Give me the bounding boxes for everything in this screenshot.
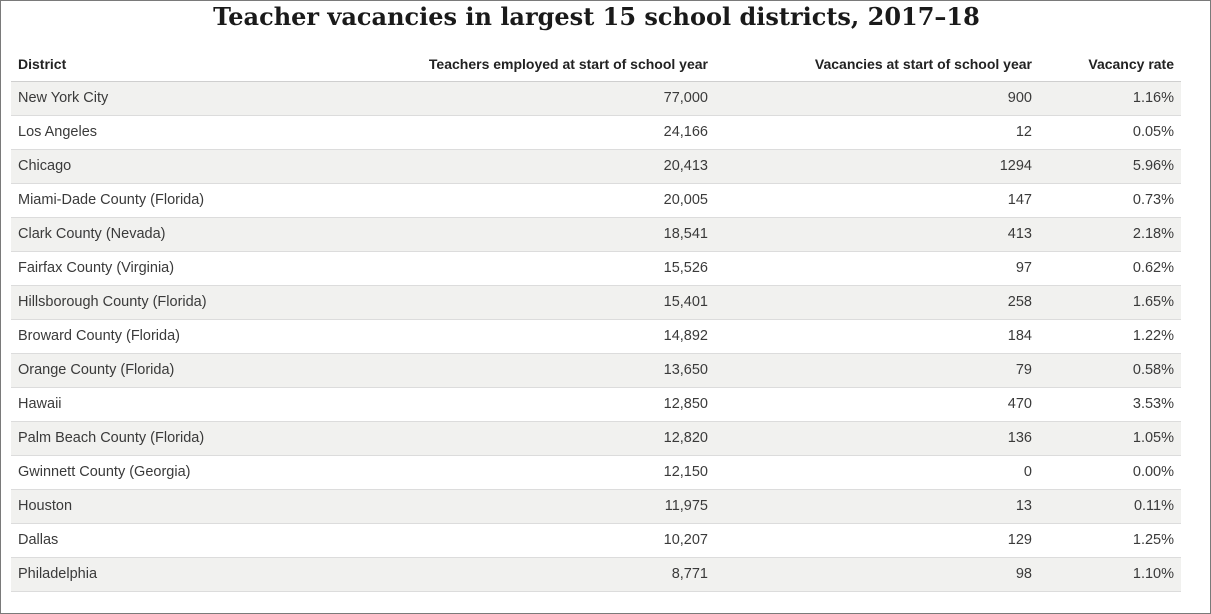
teachers-employed-cell: 24,166 xyxy=(283,115,715,150)
vacancies-cell: 97 xyxy=(715,251,1039,286)
district-cell: Hawaii xyxy=(11,387,283,422)
table-row: Dallas 10,207 129 1.25% xyxy=(11,523,1181,558)
table-row: Broward County (Florida) 14,892 184 1.22% xyxy=(11,319,1181,354)
table-row: Houston 11,975 13 0.11% xyxy=(11,489,1181,524)
district-cell: Miami-Dade County (Florida) xyxy=(11,183,283,218)
vacancies-cell: 12 xyxy=(715,115,1039,150)
district-cell: Clark County (Nevada) xyxy=(11,217,283,252)
vacancies-cell: 79 xyxy=(715,353,1039,388)
column-header-district: District xyxy=(11,47,283,82)
district-cell: Philadelphia xyxy=(11,557,283,592)
teachers-employed-cell: 12,150 xyxy=(283,455,715,490)
district-cell: Hillsborough County (Florida) xyxy=(11,285,283,320)
table-row: Miami-Dade County (Florida) 20,005 147 0.73… xyxy=(11,183,1181,218)
teachers-employed-cell: 20,005 xyxy=(283,183,715,218)
teachers-employed-cell: 77,000 xyxy=(283,81,715,116)
vacancies-cell: 0 xyxy=(715,455,1039,490)
vacancy-rate-cell: 5.96% xyxy=(1039,149,1181,184)
vacancy-rate-cell: 1.65% xyxy=(1039,285,1181,320)
vacancy-rate-cell: 2.18% xyxy=(1039,217,1181,252)
vacancy-rate-cell: 0.11% xyxy=(1039,489,1181,524)
table-row: Hawaii 12,850 470 3.53% xyxy=(11,387,1181,422)
table-header: District Teachers employed at start of s… xyxy=(11,47,1181,82)
table-row: Palm Beach County (Florida) 12,820 136 1.05… xyxy=(11,421,1181,456)
table-row: Orange County (Florida) 13,650 79 0.58% xyxy=(11,353,1181,388)
district-cell: Orange County (Florida) xyxy=(11,353,283,388)
chart-title: Teacher vacancies in largest 15 school d… xyxy=(213,2,980,31)
vacancy-rate-cell: 1.22% xyxy=(1039,319,1181,354)
header-row: District Teachers employed at start of s… xyxy=(11,47,1181,82)
teachers-employed-cell: 12,850 xyxy=(283,387,715,422)
table-row: Hillsborough County (Florida) 15,401 258 1.… xyxy=(11,285,1181,320)
district-cell: Broward County (Florida) xyxy=(11,319,283,354)
district-cell: Chicago xyxy=(11,149,283,184)
district-cell: New York City xyxy=(11,81,283,116)
vacancies-cell: 184 xyxy=(715,319,1039,354)
table-body: New York City 77,000 900 1.16% Los Angeles 24… xyxy=(11,81,1181,592)
teachers-employed-cell: 12,820 xyxy=(283,421,715,456)
teachers-employed-cell: 10,207 xyxy=(283,523,715,558)
table-row: Clark County (Nevada) 18,541 413 2.18% xyxy=(11,217,1181,252)
vacancy-rate-cell: 1.25% xyxy=(1039,523,1181,558)
vacancies-cell: 98 xyxy=(715,557,1039,592)
vacancies-cell: 413 xyxy=(715,217,1039,252)
vacancy-rate-cell: 3.53% xyxy=(1039,387,1181,422)
column-header-vacancies: Vacancies at start of school year xyxy=(715,47,1039,82)
vacancy-rate-cell: 0.05% xyxy=(1039,115,1181,150)
vacancies-cell: 129 xyxy=(715,523,1039,558)
vacancy-rate-cell: 0.73% xyxy=(1039,183,1181,218)
district-cell: Houston xyxy=(11,489,283,524)
table-row: Gwinnett County (Georgia) 12,150 0 0.00% xyxy=(11,455,1181,490)
table-row: Los Angeles 24,166 12 0.05% xyxy=(11,115,1181,150)
district-cell: Los Angeles xyxy=(11,115,283,150)
vacancies-cell: 13 xyxy=(715,489,1039,524)
vacancy-rate-cell: 1.10% xyxy=(1039,557,1181,592)
teachers-employed-cell: 20,413 xyxy=(283,149,715,184)
district-cell: Palm Beach County (Florida) xyxy=(11,421,283,456)
district-cell: Gwinnett County (Georgia) xyxy=(11,455,283,490)
vacancies-cell: 258 xyxy=(715,285,1039,320)
teachers-employed-cell: 18,541 xyxy=(283,217,715,252)
table-row: New York City 77,000 900 1.16% xyxy=(11,81,1181,116)
vacancies-cell: 470 xyxy=(715,387,1039,422)
table-row: Chicago 20,413 1294 5.96% xyxy=(11,149,1181,184)
column-header-teachers-employed: Teachers employed at start of school yea… xyxy=(283,47,715,82)
vacancy-rate-cell: 1.16% xyxy=(1039,81,1181,116)
vacancy-rate-cell: 0.58% xyxy=(1039,353,1181,388)
table-row: Philadelphia 8,771 98 1.10% xyxy=(11,557,1181,592)
teachers-employed-cell: 14,892 xyxy=(283,319,715,354)
teachers-employed-cell: 13,650 xyxy=(283,353,715,388)
district-cell: Fairfax County (Virginia) xyxy=(11,251,283,286)
vacancies-cell: 136 xyxy=(715,421,1039,456)
column-header-vacancy-rate: Vacancy rate xyxy=(1039,47,1181,82)
teachers-employed-cell: 15,526 xyxy=(283,251,715,286)
teachers-employed-cell: 8,771 xyxy=(283,557,715,592)
vacancy-rate-cell: 0.62% xyxy=(1039,251,1181,286)
teachers-employed-cell: 11,975 xyxy=(283,489,715,524)
district-cell: Dallas xyxy=(11,523,283,558)
vacancies-cell: 147 xyxy=(715,183,1039,218)
vacancy-rate-cell: 1.05% xyxy=(1039,421,1181,456)
vacancies-cell: 1294 xyxy=(715,149,1039,184)
vacancy-rate-cell: 0.00% xyxy=(1039,455,1181,490)
teachers-employed-cell: 15,401 xyxy=(283,285,715,320)
table-row: Fairfax County (Virginia) 15,526 97 0.62% xyxy=(11,251,1181,286)
vacancy-table: District Teachers employed at start of s… xyxy=(11,47,1181,592)
vacancies-cell: 900 xyxy=(715,81,1039,116)
